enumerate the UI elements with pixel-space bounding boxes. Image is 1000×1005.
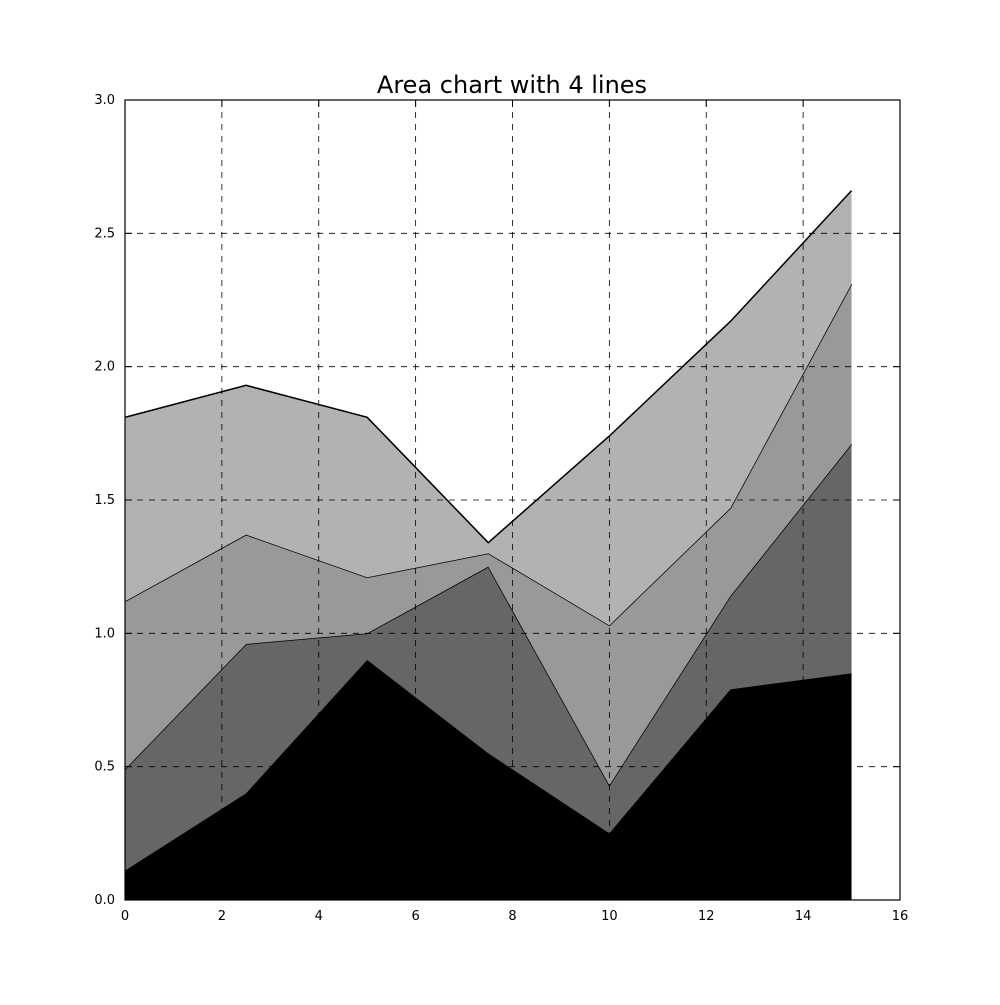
x-tick-label: 8 [508,909,516,924]
x-tick-label: 12 [698,909,715,924]
x-tick-label: 6 [411,909,419,924]
y-tick-label: 1.5 [94,493,115,508]
series-line-4 [124,190,853,544]
y-tick-label: 2.0 [94,360,115,375]
y-tick-label: 3.0 [94,93,115,108]
area-layer [124,190,853,900]
area-series-4 [125,190,852,626]
chart-title: Area chart with 4 lines [377,71,647,99]
x-tick-label: 10 [601,909,618,924]
y-tick-label: 1.0 [94,626,115,641]
x-tick-label: 0 [121,909,129,924]
area-series-2 [125,444,852,871]
area-series-1 [125,660,852,900]
x-tick-label: 14 [795,909,812,924]
y-tick-label: 0.0 [94,893,115,908]
axis-layer: 0 2 4 6 8 10 12 14 16 0.0 0.5 1.0 1.5 2.0 2.5 3.0 [94,93,908,924]
area-series-3 [125,284,852,786]
y-tick-label: 0.5 [94,760,115,775]
x-tick-label: 2 [218,909,226,924]
series-line-2 [124,443,853,787]
x-tick-label: 4 [315,909,323,924]
y-tick-label: 2.5 [94,226,115,241]
grid-layer [125,100,900,900]
x-tick-label: 16 [892,909,909,924]
